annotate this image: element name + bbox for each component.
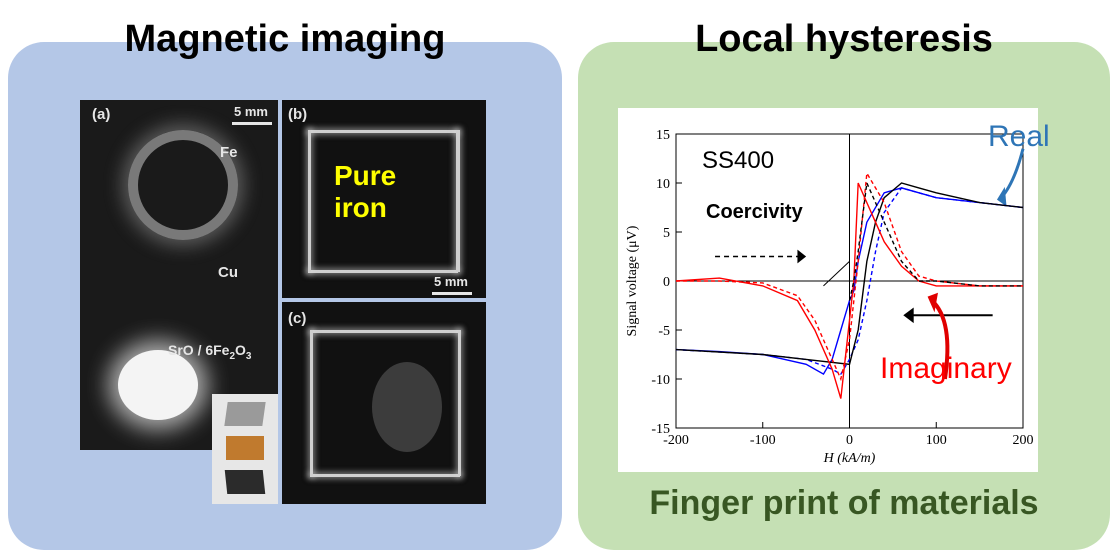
sample-photo-inset: [212, 394, 278, 504]
hysteresis-chart: -200 -100 0 100 200 -15 -10 -5 0 5 10 15 H (kA/m) Sig…: [618, 108, 1038, 472]
imaginary-arrowhead: [927, 292, 938, 313]
scale-bar-label-b: 5 mm: [434, 274, 468, 289]
y-tick-label: 10: [656, 177, 670, 192]
series-line-1: [675, 187, 1024, 376]
series-line-0: [675, 187, 1024, 376]
frame-bottom: [308, 270, 458, 273]
sample-chip-sro: [224, 470, 266, 494]
hysteresis-chart-svg: -200 -100 0 100 200 -15 -10 -5 0 5 10 15 H (kA/m) Sig…: [625, 128, 1034, 466]
frame-top-c: [310, 330, 460, 333]
chart-title: SS400: [702, 147, 774, 174]
scale-bar-a: [232, 122, 272, 125]
x-tick-label: -100: [750, 433, 776, 448]
magnetic-image-c: (c): [282, 302, 486, 504]
cu-label: Cu: [218, 264, 238, 281]
frame-bottom-c: [310, 474, 460, 477]
x-tick-label: 200: [1013, 433, 1034, 448]
sro-label: SrO / 6Fe2O3: [168, 342, 252, 362]
scale-bar-b: [432, 292, 472, 295]
sweep-arrowhead-dashed: [797, 249, 807, 264]
series-line-4: [676, 170, 1023, 382]
coercivity-pointer: [823, 261, 850, 287]
frame-top: [308, 130, 458, 133]
sub-label-b: (b): [288, 106, 308, 123]
imaginary-arrow: [930, 299, 950, 380]
y-tick-label: 0: [663, 275, 670, 290]
y-tick-label: -10: [651, 373, 670, 388]
sub-label-a: (a): [92, 106, 111, 123]
fingerprint-caption: Finger print of materials: [649, 484, 1039, 522]
y-tick-label: -15: [651, 422, 670, 437]
x-tick-label: 0: [846, 433, 853, 448]
sample-chip-cu: [226, 436, 264, 460]
frame-right-c: [458, 330, 461, 476]
series-line-5: [848, 180, 1023, 301]
fe-label: Fe: [220, 144, 238, 161]
y-tick-label: -5: [658, 324, 670, 339]
imaginary-label: Imaginary: [880, 352, 1012, 385]
frame-left: [308, 130, 311, 272]
pure-iron-label: Pure iron: [334, 160, 397, 223]
y-tick-label: 5: [663, 226, 670, 241]
inner-texture: [372, 362, 442, 452]
real-label: Real: [988, 120, 1050, 153]
fe-ring-glow: [128, 130, 238, 240]
magnetic-image-a: (a) 5 mm Fe Cu SrO / 6Fe2O3: [80, 100, 278, 450]
magnetic-image-b: (b) 5 mm: [282, 100, 486, 298]
coercivity-annotation: Coercivity: [706, 201, 804, 223]
sro-bright-spot: [118, 350, 198, 420]
scale-bar-label-a: 5 mm: [234, 104, 268, 119]
sample-chip-fe: [224, 402, 266, 426]
y-axis-label: Signal voltage (μV): [625, 225, 640, 336]
real-arrowhead: [996, 186, 1007, 207]
x-tick-label: 100: [926, 433, 947, 448]
frame-left-c: [310, 330, 313, 476]
frame-right: [456, 130, 460, 272]
magnetic-imaging-title: Magnetic imaging: [124, 18, 446, 60]
sub-label-c: (c): [288, 310, 307, 327]
sweep-arrowhead-solid: [903, 307, 914, 324]
x-axis-label: H (kA/m): [823, 451, 876, 466]
y-tick-label: 15: [656, 128, 670, 143]
local-hysteresis-title: Local hysteresis: [695, 18, 993, 60]
x-tick-label: -200: [663, 433, 689, 448]
series-line-3: [675, 182, 1023, 399]
